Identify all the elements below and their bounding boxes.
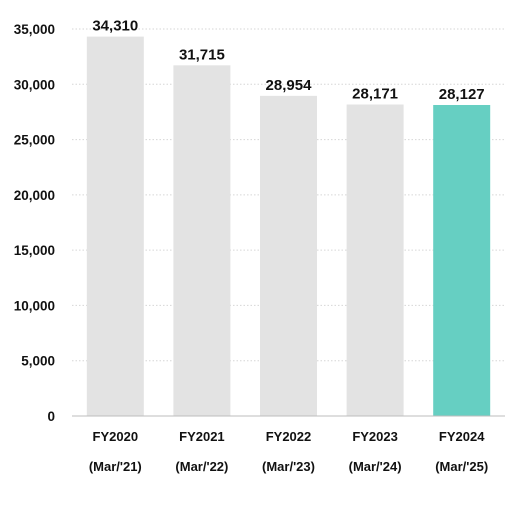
x-tick-label: FY2023 xyxy=(352,429,398,444)
bar-fy2020 xyxy=(86,36,144,417)
x-tick-sublabel: (Mar/'24) xyxy=(349,459,402,474)
bar-fy2024 xyxy=(433,104,491,417)
y-tick-label: 20,000 xyxy=(14,188,55,203)
x-tick-sublabel: (Mar/'22) xyxy=(175,459,228,474)
x-tick-label: FY2022 xyxy=(266,429,312,444)
y-tick-label: 15,000 xyxy=(14,243,55,258)
bar-fy2022 xyxy=(260,95,317,416)
y-tick-label: 5,000 xyxy=(21,354,55,369)
bar-fy2021 xyxy=(173,65,231,416)
data-label: 28,127 xyxy=(439,86,485,103)
data-label: 28,954 xyxy=(266,77,313,94)
x-tick-sublabel: (Mar/'21) xyxy=(89,459,142,474)
x-tick-label: FY2024 xyxy=(439,429,485,444)
x-tick-sublabel: (Mar/'23) xyxy=(262,459,315,474)
data-label: 31,715 xyxy=(179,46,225,63)
y-tick-label: 35,000 xyxy=(14,22,55,37)
y-tick-label: 10,000 xyxy=(14,298,55,313)
bar-fy2023 xyxy=(346,104,404,417)
data-label: 28,171 xyxy=(352,86,398,103)
x-tick-sublabel: (Mar/'25) xyxy=(435,459,488,474)
y-tick-label: 0 xyxy=(47,409,55,424)
data-label: 34,310 xyxy=(92,18,138,35)
x-tick-label: FY2021 xyxy=(179,429,225,444)
x-tick-label: FY2020 xyxy=(93,429,139,444)
y-tick-label: 30,000 xyxy=(14,77,55,92)
y-tick-label: 25,000 xyxy=(14,133,55,148)
